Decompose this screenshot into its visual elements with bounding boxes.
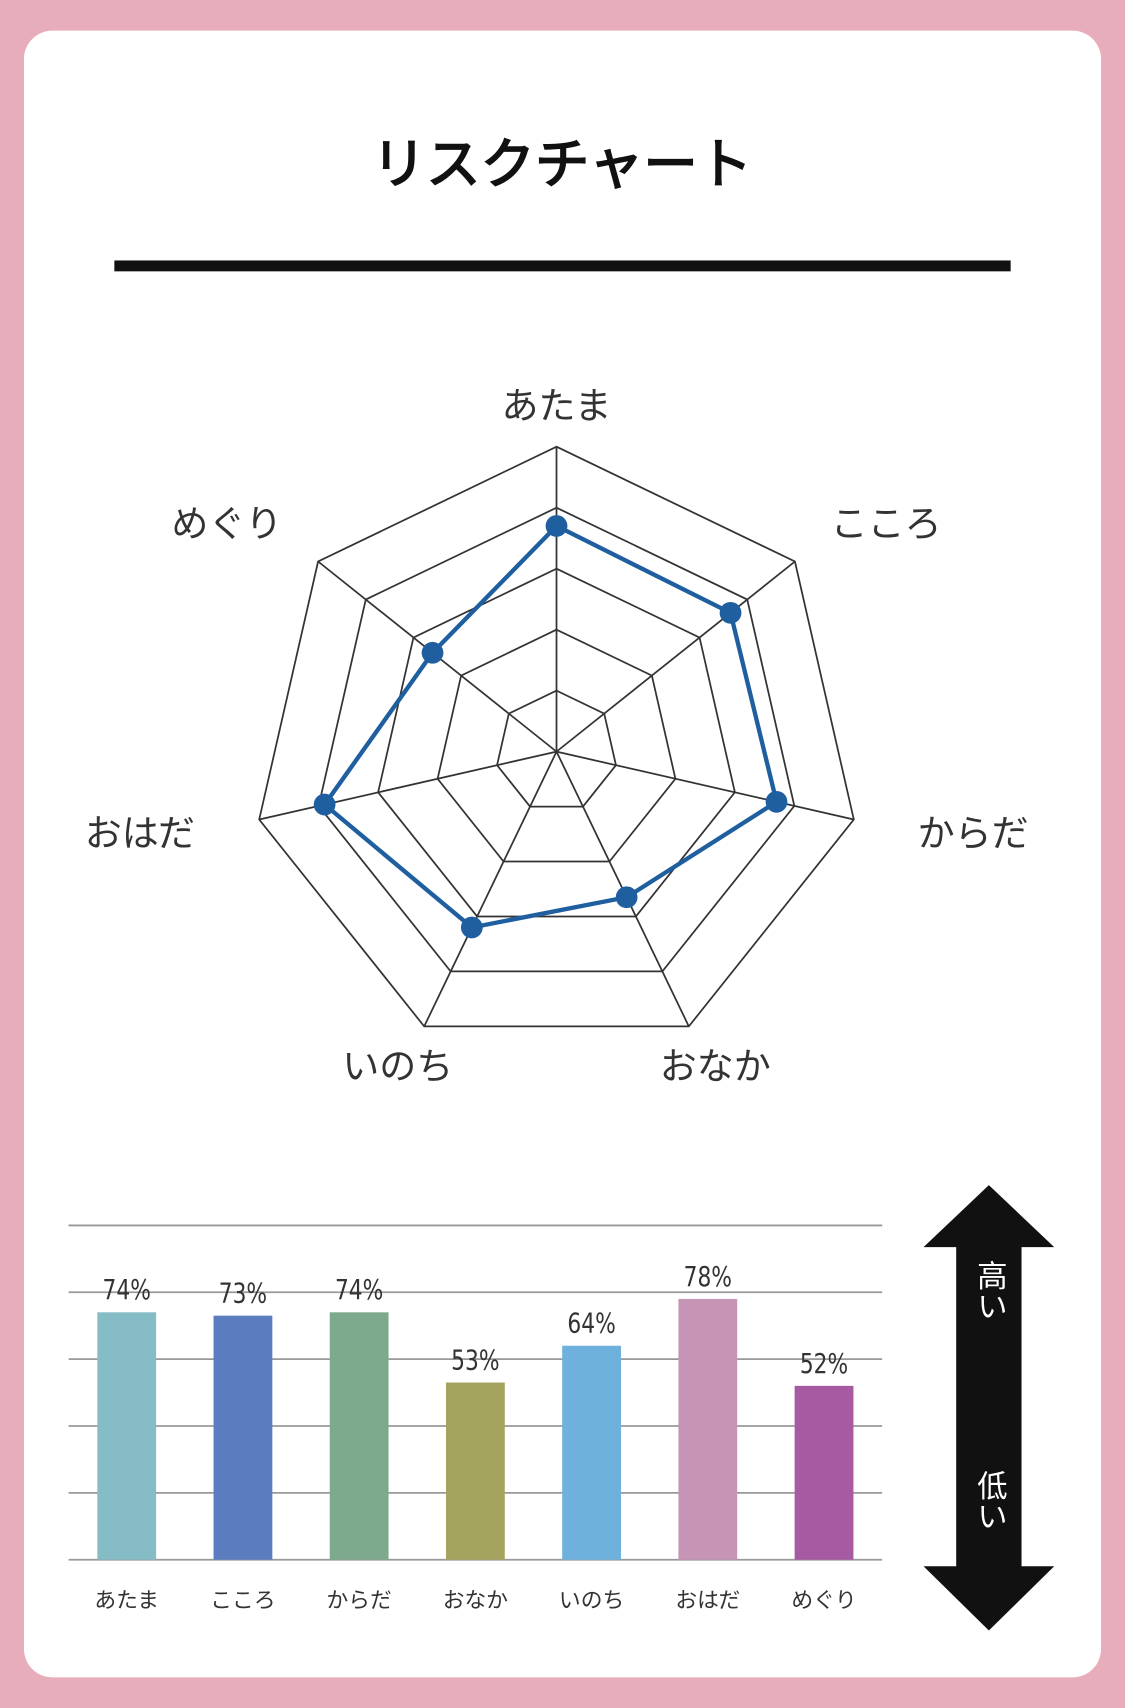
bar-value-label: 73% [219, 1277, 267, 1309]
bar [213, 1315, 273, 1560]
radar-axis [423, 751, 558, 1027]
bar-category-label: めぐり [791, 1589, 856, 1614]
radar-ring [258, 445, 855, 1028]
radar-ring [496, 689, 617, 808]
bar-category-label: おはだ [675, 1589, 740, 1614]
bar-value-label: 52% [800, 1347, 848, 1379]
scale-low-label: 低い [971, 1470, 1007, 1531]
bar [678, 1298, 738, 1560]
bar-value-label: 78% [684, 1260, 732, 1292]
radar-point [545, 515, 568, 537]
bar-category-label: からだ [327, 1589, 392, 1614]
bar-chart: 74% あたま 73% こころ 74% からだ 53% おなか 64% いのち 78% おはだ 52% め… [68, 1224, 883, 1614]
bar-value-label: 74% [103, 1274, 151, 1306]
radar-series-line [321, 523, 779, 930]
radar-point [313, 793, 336, 816]
radar-axis-label: おはだ [85, 812, 195, 855]
radar-ring [436, 628, 677, 863]
bar-category-label: あたま [94, 1589, 159, 1614]
radar-point [421, 641, 444, 664]
radar-axis [555, 560, 796, 753]
radar-ring [317, 506, 796, 973]
radar-axis [556, 750, 854, 821]
radar-axis-label: からだ [918, 812, 1029, 855]
bar-category-label: いのち [559, 1589, 624, 1614]
bar [562, 1345, 621, 1560]
radar-point [765, 790, 788, 813]
scale-high-label: 高い [971, 1260, 1006, 1321]
radar-axis-label: おなか [660, 1045, 771, 1088]
bar-value-label: 74% [335, 1274, 383, 1306]
title-divider [114, 260, 1011, 272]
radar-ring [377, 567, 736, 918]
radar-point [615, 886, 638, 909]
radar-axis-label: こころ [831, 503, 942, 546]
bar [97, 1312, 157, 1560]
radar-point [460, 916, 483, 939]
bar [329, 1312, 389, 1560]
radar-axis [259, 750, 557, 821]
radar-axis-label: めぐり [171, 503, 282, 546]
radar-point [719, 601, 742, 624]
bar [794, 1385, 854, 1560]
radar-axis-label: いのち [342, 1045, 453, 1088]
radar-axis-label: あたま [502, 384, 612, 427]
bar-category-label: こころ [210, 1589, 275, 1614]
bar-category-label: おなか [443, 1589, 508, 1614]
bar-value-label: 53% [451, 1344, 499, 1376]
bar [445, 1382, 505, 1560]
card [23, 30, 1102, 1678]
bar-value-label: 64% [567, 1307, 615, 1339]
page-title: リスクチャート [372, 132, 753, 196]
